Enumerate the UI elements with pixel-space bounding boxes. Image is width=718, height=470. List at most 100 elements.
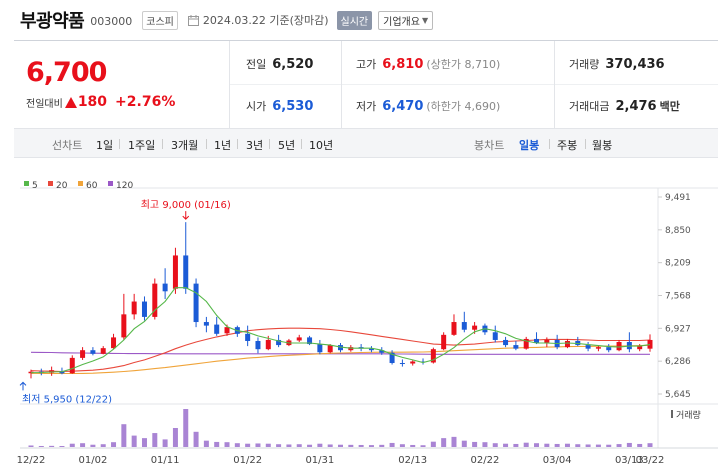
candle-body <box>255 340 261 350</box>
candle-body <box>265 339 271 350</box>
volume-bar <box>482 442 488 447</box>
legend-label-60: 60 <box>86 181 98 191</box>
volume-bar <box>162 439 168 447</box>
volume-bar <box>80 443 86 447</box>
y-tick-label: 6,286 <box>665 357 691 367</box>
candle-body <box>637 346 643 350</box>
legend-label-5: 5 <box>32 181 38 191</box>
volume-bar <box>420 445 426 447</box>
legend-swatch-5 <box>24 181 29 186</box>
candle-body <box>564 340 570 348</box>
tab-divider <box>119 139 120 149</box>
x-tick-label: 02/13 <box>398 455 427 466</box>
candle-body <box>90 350 96 354</box>
tab-line-chart[interactable]: 선차트 <box>52 139 83 152</box>
candle-body <box>296 337 302 341</box>
volume-bar <box>203 440 209 447</box>
tab-1y[interactable]: 1년 <box>214 139 232 152</box>
corp-overview-dropdown[interactable]: 기업개요 ▼ <box>378 10 434 30</box>
stock-code: 003000 <box>90 15 133 28</box>
tab-1w[interactable]: 1주일 <box>128 139 156 152</box>
price-stats: 전일 6,520 고가 6,810 (상한가 8,710) 거래량 370,43… <box>230 41 718 128</box>
volume-bar <box>410 444 416 447</box>
volume-bar <box>69 443 75 447</box>
volume-bar <box>575 444 581 447</box>
min-price-annotation: 최저 5,950 (12/22) <box>22 393 112 405</box>
candle-body <box>451 322 457 335</box>
volume-bar <box>554 443 560 447</box>
volume-bar <box>534 443 540 447</box>
arrow-down-icon <box>182 211 190 220</box>
volume-bar <box>131 435 137 447</box>
tab-divider <box>237 139 238 149</box>
tab-divider <box>206 139 207 149</box>
volume-bar <box>399 444 405 447</box>
tab-1d[interactable]: 1일 <box>96 139 114 152</box>
open-stat: 시가 6,530 <box>246 98 313 114</box>
volume-bar <box>49 445 55 447</box>
price-panel: 6,700 전일대비 180 +2.76% 전일 6,520 고가 6,810 … <box>14 40 718 180</box>
volume-bar <box>286 444 292 447</box>
candle-body <box>606 347 612 351</box>
candle-body <box>389 352 395 364</box>
volume-bar <box>152 433 158 447</box>
trade-value: 2,476 <box>615 99 657 114</box>
chart-tabs: 선차트 1일 1주일 3개월 1년 3년 5년 10년 봉차트 일봉 주봉 월봉 <box>14 128 718 158</box>
y-tick-label: 8,850 <box>665 226 691 236</box>
legend-label-20: 20 <box>56 181 68 191</box>
candle-body <box>585 345 591 349</box>
tab-monthly[interactable]: 월봉 <box>592 139 613 152</box>
candle-body <box>141 301 147 317</box>
candle-body <box>430 349 436 363</box>
tab-daily[interactable]: 일봉 <box>519 139 540 152</box>
volume-bar <box>234 443 240 447</box>
tab-3m[interactable]: 3개월 <box>171 139 199 152</box>
candle-body <box>193 283 199 323</box>
volume-bar <box>276 444 282 447</box>
low-value: 6,470 <box>382 99 424 114</box>
tab-5y[interactable]: 5년 <box>278 139 296 152</box>
candle-body <box>152 283 158 317</box>
max-price-annotation: 최고 9,000 (01/16) <box>141 199 231 211</box>
tab-divider <box>301 139 302 149</box>
tab-10y[interactable]: 10년 <box>309 139 334 152</box>
volume-bar <box>193 431 199 447</box>
volume-bar <box>214 441 220 447</box>
low-stat: 저가 6,470 (하한가 4,690) <box>356 98 500 114</box>
corp-overview-label: 기업개요 <box>383 16 420 28</box>
trade-value-label: 거래대금 <box>569 100 610 113</box>
candle-body <box>307 337 313 345</box>
candle-body <box>162 283 168 292</box>
x-tick-label: 02/22 <box>471 455 500 466</box>
legend-swatch-120 <box>108 181 113 186</box>
x-tick-label: 01/11 <box>151 455 180 466</box>
candle-body <box>492 332 498 340</box>
volume-bar <box>265 443 271 447</box>
tab-3y[interactable]: 3년 <box>246 139 264 152</box>
candle-body <box>183 255 189 289</box>
volume-bar <box>472 441 478 447</box>
volume-bar <box>430 441 436 447</box>
market-badge: 코스피 <box>142 10 178 30</box>
current-price: 6,700 <box>26 57 107 88</box>
current-price-box: 6,700 전일대비 180 +2.76% <box>14 41 230 128</box>
candle-body <box>534 338 540 343</box>
stock-header: 부광약품 003000 코스피 2024.03.22 기준(장마감) 실시간 기… <box>0 0 718 40</box>
volume-bar <box>389 442 395 447</box>
realtime-button[interactable]: 실시간 <box>336 10 373 30</box>
open-label: 시가 <box>246 100 267 113</box>
prev-close-value: 6,520 <box>272 57 314 72</box>
volume-bar <box>255 443 261 447</box>
trade-value-unit: 백만 <box>659 100 680 113</box>
price-change: 전일대비 180 +2.76% <box>26 94 175 110</box>
volume-bar <box>338 444 343 447</box>
tab-weekly[interactable]: 주봉 <box>557 139 578 152</box>
volume-bar <box>606 444 612 447</box>
candle-body <box>69 357 75 374</box>
volume-bar <box>224 442 230 447</box>
as-of-date: 2024.03.22 기준(장마감) <box>202 14 329 27</box>
candle-body <box>276 339 282 346</box>
tab-candle-chart[interactable]: 봉차트 <box>474 139 505 152</box>
